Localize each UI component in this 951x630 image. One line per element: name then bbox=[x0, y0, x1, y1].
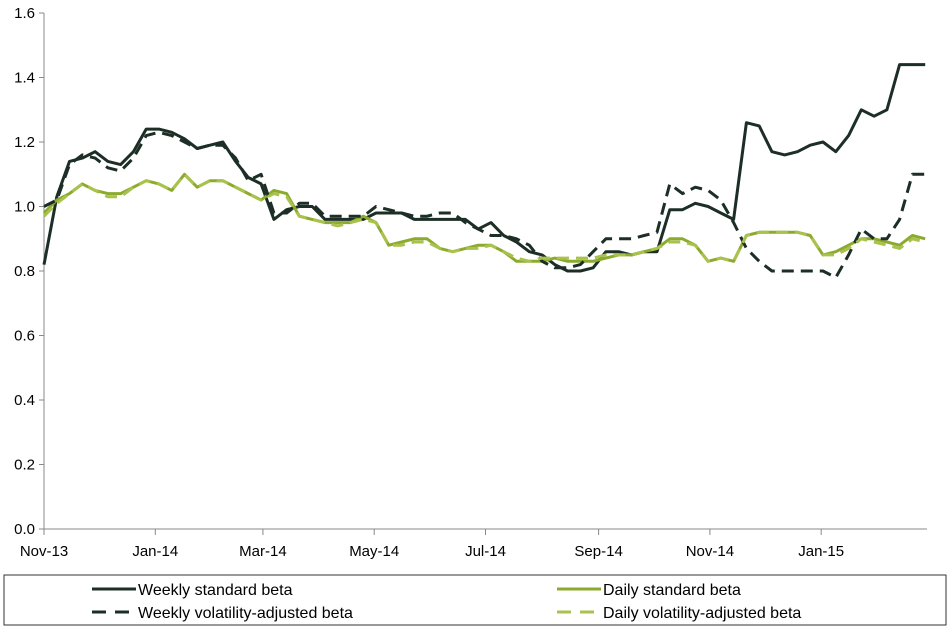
legend-box bbox=[3, 574, 947, 626]
x-tick-label: Jul-14 bbox=[465, 543, 506, 560]
y-tick-label: 0.0 bbox=[14, 521, 35, 538]
x-tick-label: Jan-14 bbox=[132, 543, 178, 560]
x-tick-label: Nov-13 bbox=[20, 543, 68, 560]
x-tick-label: Sep-14 bbox=[574, 543, 622, 560]
x-axis: Nov-13 Jan-14 Mar-14 May-14 Jul-14 Sep-14 Nov-… bbox=[20, 528, 927, 560]
legend-label-2: Daily standard beta bbox=[603, 582, 741, 599]
y-tick-label: 1.4 bbox=[14, 70, 35, 87]
x-tick-label: May-14 bbox=[349, 543, 399, 560]
y-tick-label: 0.6 bbox=[14, 328, 35, 345]
series-layer bbox=[42, 63, 926, 279]
legend-label-3: Weekly volatility-adjusted beta bbox=[138, 605, 353, 622]
x-tick-label: Jan-15 bbox=[798, 543, 844, 560]
y-tick-label: 0.2 bbox=[14, 457, 35, 474]
y-tick-label: 1.0 bbox=[14, 199, 35, 216]
y-tick-label: 0.4 bbox=[14, 392, 35, 409]
x-tick-label: Nov-14 bbox=[686, 543, 734, 560]
legend-label-1: Weekly standard beta bbox=[138, 582, 293, 599]
series-line-4 bbox=[42, 172, 926, 263]
series-line-1 bbox=[42, 63, 926, 273]
y-axis: 0.0 0.2 0.4 0.6 0.8 1.0 1.2 1.4 1.6 bbox=[14, 5, 45, 538]
legend: Weekly standard beta Daily standard beta W… bbox=[3, 574, 947, 626]
legend-label-4: Daily volatility-adjusted beta bbox=[603, 605, 801, 622]
y-tick-label: 0.8 bbox=[14, 263, 35, 280]
y-tick-label: 1.6 bbox=[14, 5, 35, 22]
y-tick-label: 1.2 bbox=[14, 134, 35, 151]
x-tick-label: Mar-14 bbox=[239, 543, 287, 560]
series-line-2 bbox=[42, 172, 926, 263]
